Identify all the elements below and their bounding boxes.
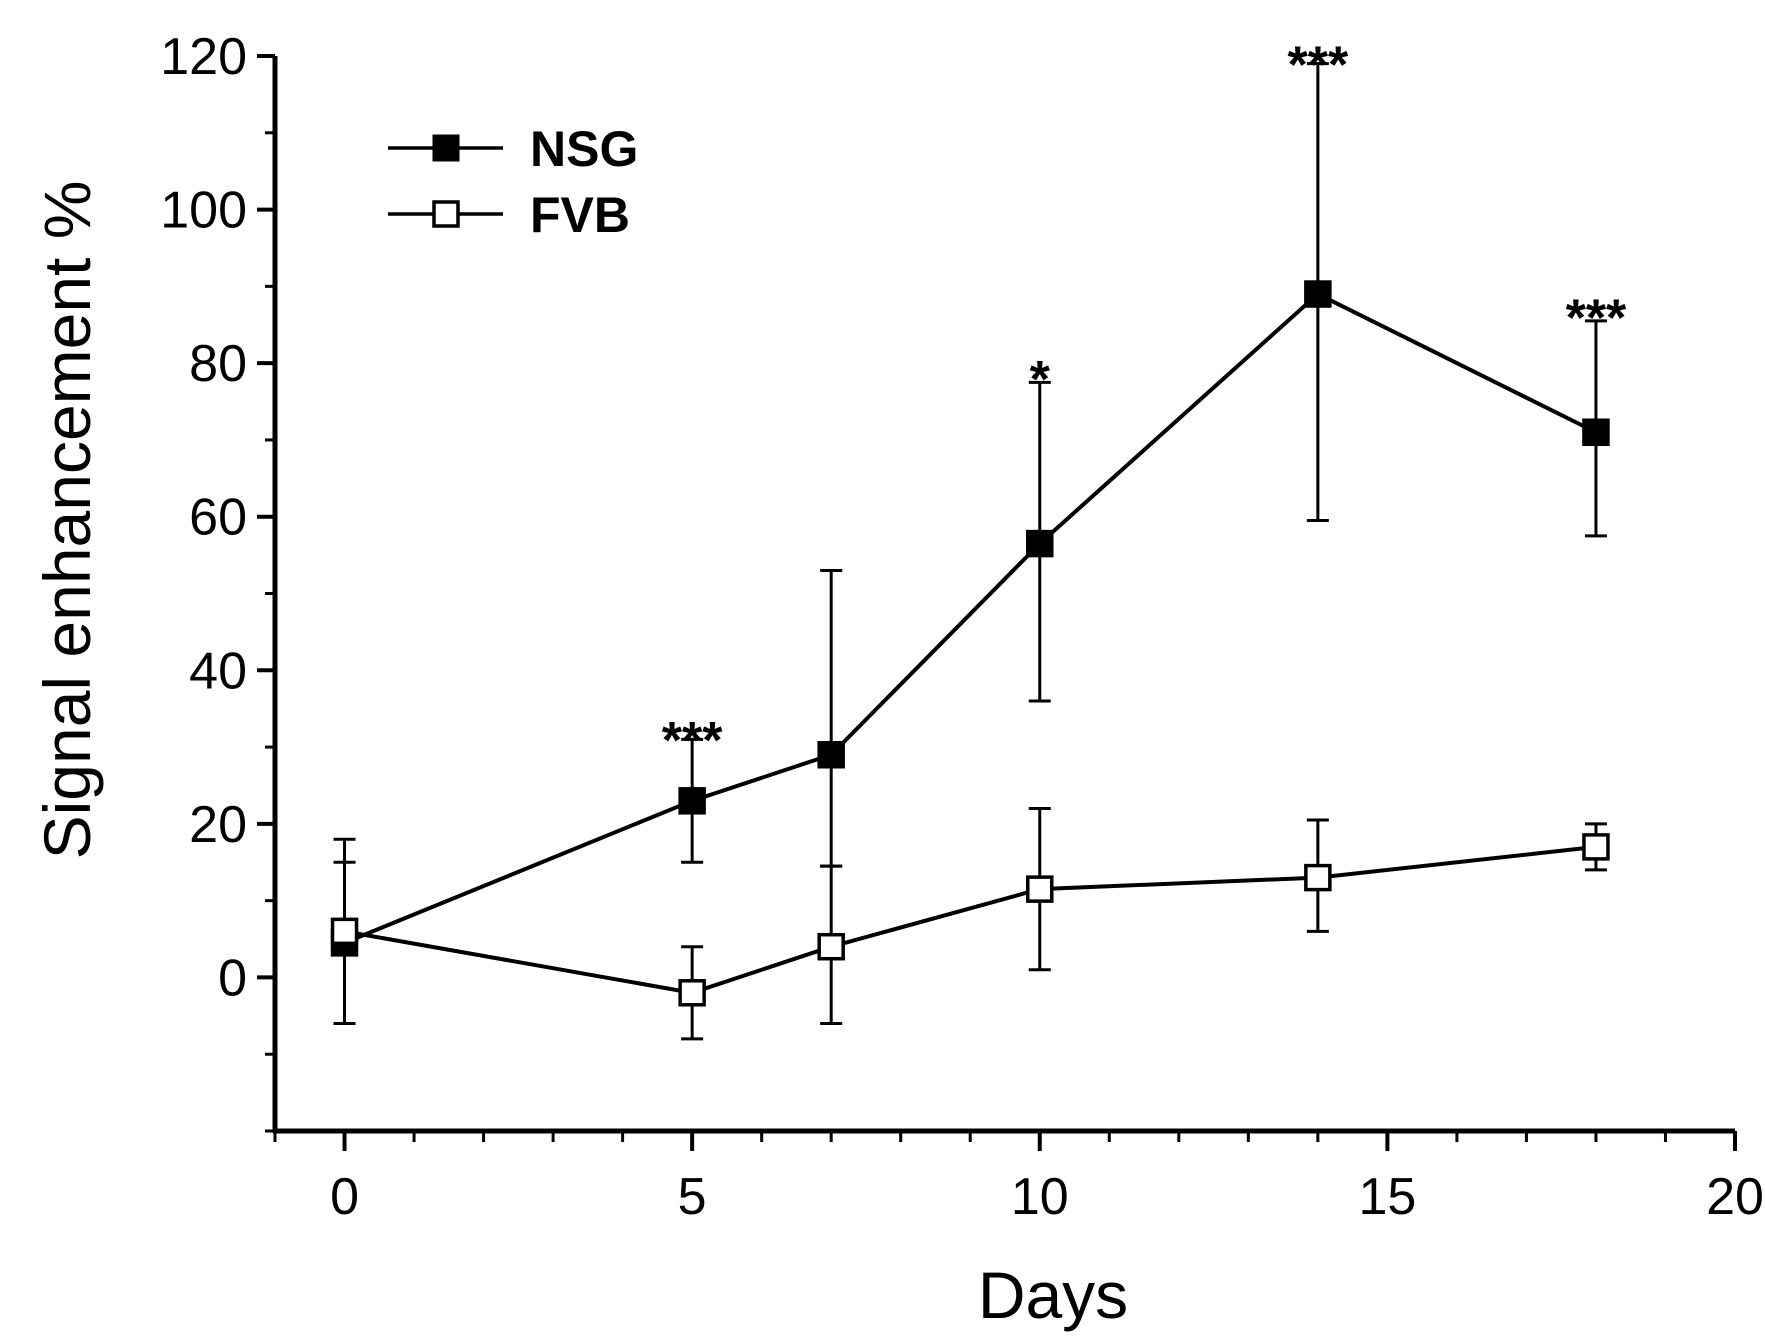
y-tick-label: 120 [160, 28, 247, 86]
legend-marker-fvb [432, 200, 460, 228]
data-point-fvb [817, 932, 845, 961]
series-line-fvb [344, 844, 1597, 995]
y-axis-title: Signal enhancement % [30, 181, 104, 860]
ticks: 0 20 40 60 80 100 120 0 5 10 15 20 [160, 28, 1764, 1226]
y-tick-label: 60 [189, 489, 247, 547]
significance-marker: *** [1566, 290, 1627, 348]
data-point-nsg [1582, 418, 1610, 446]
data-point-fvb [1304, 863, 1332, 892]
data-point-fvb [1582, 833, 1610, 861]
data-point-fvb [1026, 875, 1054, 903]
x-axis-title: Days [978, 1258, 1128, 1332]
annotation-layer: ********** [662, 36, 1627, 770]
legend-label-nsg: NSG [530, 121, 638, 177]
axes [272, 56, 1735, 1134]
legend-marker-nsg [432, 134, 460, 162]
series-layer [330, 62, 1610, 1041]
y-tick-label: 20 [189, 796, 247, 854]
series-fvb [330, 807, 1610, 1041]
data-point-fvb [330, 917, 359, 946]
data-point-fvb [678, 979, 706, 1007]
data-point-nsg [1026, 529, 1054, 558]
y-tick-label: 80 [189, 335, 247, 393]
x-tick-label: 15 [1358, 1168, 1416, 1226]
significance-marker: * [1030, 351, 1051, 409]
legend-item-nsg: NSG [388, 121, 638, 177]
y-tick-label: 0 [218, 949, 247, 1007]
data-point-nsg [1304, 280, 1332, 308]
y-tick-label: 100 [160, 182, 247, 240]
series-nsg [330, 62, 1610, 1025]
x-tick-label: 0 [330, 1168, 359, 1226]
x-tick-label: 10 [1011, 1168, 1069, 1226]
series-line-nsg [343, 291, 1597, 945]
legend-label-fvb: FVB [530, 187, 630, 243]
legend-item-fvb: FVB [388, 187, 630, 243]
x-tick-label: 5 [678, 1168, 707, 1226]
legend: NSG FVB [388, 121, 638, 243]
data-point-nsg [817, 741, 845, 769]
significance-marker: *** [662, 712, 723, 770]
x-tick-label: 20 [1706, 1168, 1764, 1226]
y-tick-label: 40 [189, 642, 247, 700]
significance-marker: *** [1287, 36, 1348, 94]
data-point-nsg [678, 787, 706, 815]
